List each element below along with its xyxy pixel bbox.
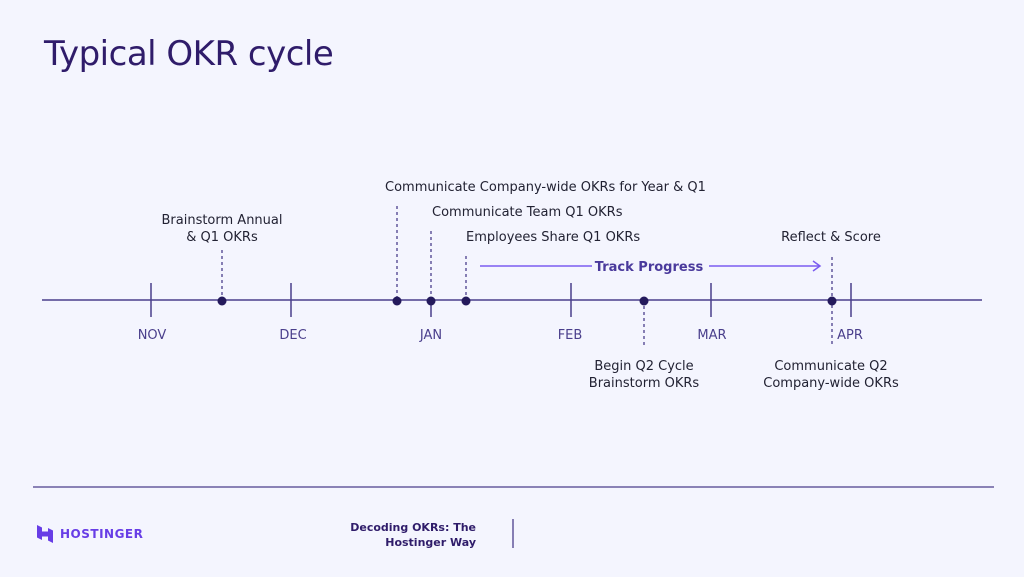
event-dot-team: [426, 296, 436, 306]
page-title: Typical OKR cycle: [44, 34, 334, 74]
month-label: DEC: [279, 328, 306, 343]
event-dot-company: [392, 296, 402, 306]
brand-name: HOSTINGER: [60, 527, 144, 541]
deck-title: Decoding OKRs: The Hostinger Way: [350, 520, 476, 550]
event-dot-reflect: [827, 296, 837, 306]
event-label: Communicate Team Q1 OKRs: [432, 205, 623, 220]
event-label: Communicate Company-wide OKRs for Year &…: [385, 180, 706, 195]
event-dot-q2begin: [639, 296, 649, 306]
event-label: Brainstorm Annual: [161, 213, 282, 228]
event-label: Brainstorm OKRs: [589, 376, 700, 391]
arrow-right-icon: [812, 260, 822, 272]
month-label: APR: [837, 328, 863, 343]
hostinger-logo: HOSTINGER: [37, 525, 143, 543]
month-label: JAN: [419, 328, 442, 343]
event-label: Reflect & Score: [781, 230, 881, 245]
event-label: Company-wide OKRs: [763, 376, 899, 391]
hostinger-logo-icon: [37, 525, 53, 543]
month-label: NOV: [138, 328, 167, 343]
event-label: Communicate Q2: [774, 359, 887, 374]
event-label: & Q1 OKRs: [186, 230, 258, 245]
month-label: MAR: [697, 328, 726, 343]
event-dot-employees: [461, 296, 471, 306]
month-label: FEB: [558, 328, 583, 343]
track-progress-label: Track Progress: [595, 260, 704, 275]
event-dot-brainstorm: [217, 296, 227, 306]
deck-title-line: Hostinger Way: [385, 536, 476, 549]
event-label: Begin Q2 Cycle: [594, 359, 693, 374]
deck-title-line: Decoding OKRs: The: [350, 521, 476, 534]
event-label: Employees Share Q1 OKRs: [466, 230, 640, 245]
